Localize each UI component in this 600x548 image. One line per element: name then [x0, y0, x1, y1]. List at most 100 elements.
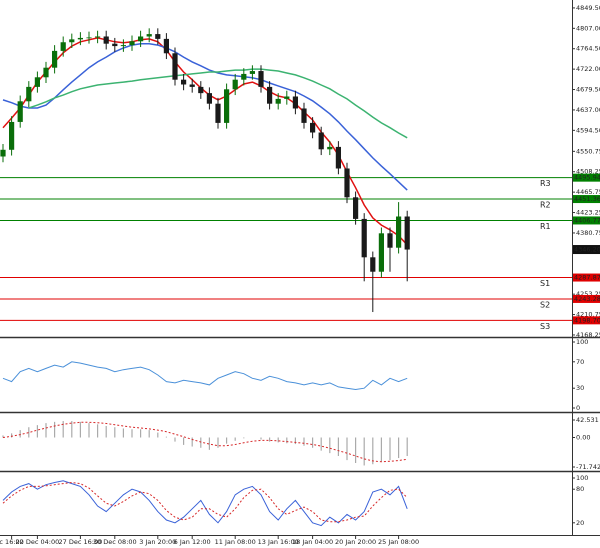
level-name: S3 [540, 322, 550, 331]
candle-body [327, 146, 333, 150]
level-name: R1 [540, 222, 551, 231]
y-tick-label: 4679.50 [576, 86, 600, 94]
indicator-line [2, 481, 408, 523]
level-price-box [573, 273, 600, 282]
x-tick-label: 22 Dec 04:00 [16, 538, 60, 546]
y-tick-label: 0.00 [576, 433, 590, 441]
x-tick-label: 27 Dec 16:00 [59, 538, 103, 546]
candle-body [353, 197, 359, 219]
candle-body [52, 50, 58, 68]
y-tick-label: 30 [576, 384, 584, 392]
level-price-box [573, 173, 600, 182]
candle-body [69, 39, 75, 43]
y-tick-label: 0 [576, 404, 580, 412]
candle-body [301, 108, 307, 123]
x-tick-label: 3 Jan 20:00 [139, 538, 176, 546]
level-price: 4451.36 [574, 195, 600, 203]
candle-body [129, 41, 135, 46]
candle-body [17, 101, 23, 122]
candle-body [396, 216, 402, 248]
candle-body [224, 89, 230, 123]
candle-body [318, 132, 324, 150]
candle-body [86, 37, 92, 39]
level-price-box [573, 216, 600, 225]
candle-body [103, 36, 109, 44]
candle-body [0, 149, 6, 157]
candle-body [189, 84, 195, 87]
y-tick-label: 4253.25 [576, 290, 600, 298]
candle-body [275, 98, 281, 104]
candle-body [310, 122, 316, 133]
x-tick-label: 30 Dec 08:00 [93, 538, 137, 546]
candle-body [155, 34, 161, 39]
candle-body [181, 79, 187, 85]
y-tick-label: 4849.50 [576, 4, 600, 12]
candle-body [77, 37, 83, 40]
candle-body [215, 103, 221, 123]
candle-body [292, 96, 298, 109]
x-tick-label: 25 Jan 08:00 [378, 538, 419, 546]
candle-body [95, 36, 101, 38]
candle-body [206, 93, 212, 104]
candle-body [267, 86, 273, 104]
candle-body [258, 71, 264, 87]
y-tick-label: 4168.25 [576, 331, 600, 339]
y-tick-label: 4465.75 [576, 188, 600, 196]
y-tick-label: 4508.25 [576, 168, 600, 176]
candle-body [112, 43, 118, 47]
candle-body [146, 34, 152, 37]
x-tick-label: 11 Jan 08:00 [215, 538, 256, 546]
x-tick-label: 6 Jan 12:00 [174, 538, 211, 546]
y-tick-label: 70 [576, 358, 584, 366]
level-price: 4198.70 [574, 316, 600, 324]
level-price: 4495.94 [574, 174, 600, 182]
candle-body [43, 67, 49, 78]
level-name: S2 [540, 300, 550, 309]
y-tick-label: 4637.00 [576, 106, 600, 114]
candle-body [232, 79, 238, 90]
x-tick-label: c 16:00 [0, 538, 24, 546]
y-tick-label: 4423.25 [576, 209, 600, 217]
indicator-line [2, 361, 408, 391]
candle-body [404, 216, 410, 250]
candle-body [34, 77, 40, 87]
y-tick-label: 100 [576, 474, 588, 482]
candle-body [163, 38, 169, 54]
candle-body [249, 71, 255, 74]
y-tick-label: 4380.75 [576, 229, 600, 237]
candle-body [120, 45, 126, 47]
y-tick-label: 4764.50 [576, 45, 600, 53]
last-price: 4346.20 [574, 246, 600, 254]
candle-body [284, 96, 290, 99]
candle-body [361, 218, 367, 258]
level-name: R3 [540, 179, 551, 188]
candle-body [344, 168, 350, 198]
y-tick-label: 100 [576, 338, 588, 346]
x-tick-label: 20 Jan 20:00 [335, 538, 376, 546]
y-tick-label: 4594.50 [576, 126, 600, 134]
y-tick-label: 4210.75 [576, 311, 600, 319]
candle-body [335, 146, 341, 169]
y-tick-label: 4722.00 [576, 65, 600, 73]
candle-body [60, 42, 66, 51]
candle-body [370, 257, 376, 272]
candle-body [241, 73, 247, 80]
level-price-box [573, 195, 600, 204]
candle-body [172, 53, 178, 80]
y-tick-label: 20 [576, 519, 584, 527]
indicator-line [2, 421, 408, 463]
level-name: S1 [540, 279, 550, 288]
indicator-line [28, 68, 408, 139]
y-tick-label: 42.531 [576, 416, 599, 424]
candle-body [26, 86, 32, 102]
y-tick-label: 80 [576, 485, 584, 493]
candle-body [138, 36, 144, 42]
y-tick-label: -71.742 [576, 463, 600, 471]
x-tick-label: 13 Jan 16:00 [258, 538, 299, 546]
level-price: 4243.28 [574, 295, 600, 303]
level-price-box [573, 294, 600, 303]
y-tick-label: 4550.75 [576, 147, 600, 155]
last-price-box [573, 245, 600, 255]
